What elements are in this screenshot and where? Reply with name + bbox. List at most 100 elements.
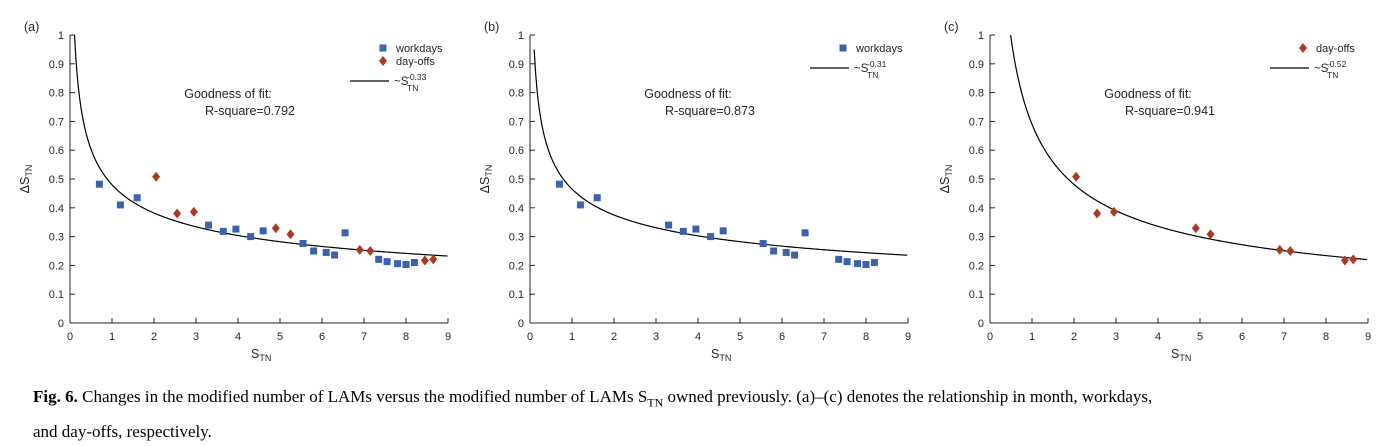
y-tick-label: 0.7 — [49, 116, 64, 128]
legend-fit-label: ~S — [1314, 63, 1329, 75]
chart-b-svg: (b) 0 1 2 3 4 5 6 7 8 9 0 0.1 0.2 0.3 0.4 0.5 0.6 0.7 0.8 0.… — [478, 20, 911, 363]
x-tick-label: 2 — [1071, 331, 1077, 343]
legend-marker-workdays — [379, 44, 387, 52]
data-point-workdays — [331, 251, 339, 259]
r-square-text: R-square=0.792 — [205, 104, 295, 118]
x-tick-label: 0 — [527, 331, 533, 343]
caption-subscript: TN — [647, 395, 664, 410]
y-tick-label: 0.7 — [509, 116, 524, 128]
data-point-day-offs — [152, 171, 161, 182]
data-point-workdays — [299, 240, 307, 248]
y-tick-label: 0.9 — [509, 59, 524, 71]
panel-label: (b) — [484, 20, 499, 34]
x-tick-label: 9 — [1365, 331, 1371, 343]
x-tick-label: 4 — [695, 331, 701, 343]
legend-fit-exponent: -0.52 — [1327, 59, 1347, 69]
data-point-workdays — [322, 248, 330, 256]
data-point-workdays — [770, 247, 778, 255]
legend-fit-subscript: TN — [867, 70, 878, 80]
legend-label-day-offs: day-offs — [396, 56, 435, 68]
y-tick-label: 0.3 — [49, 232, 64, 244]
y-tick-label: 0.1 — [509, 289, 524, 301]
x-axis-label: STN — [1171, 347, 1191, 363]
x-tick-label: 1 — [109, 331, 115, 343]
data-point-workdays — [383, 258, 391, 266]
chart-panel-c: (c) 0 1 2 3 4 5 6 7 8 9 0 0.1 0.2 0.3 0.4 0.5 0.6 0.7 0.8 0.… — [920, 0, 1380, 372]
data-point-workdays — [402, 261, 410, 269]
y-tick-label: 0.8 — [969, 88, 984, 100]
chart-a-svg: (a) 0 1 2 3 4 5 6 7 8 9 0 0.1 0.2 0.3 0.4 0.5 0.6 0.7 0.8 0.… — [18, 20, 451, 363]
y-tick-label: 0.4 — [969, 203, 984, 215]
x-tick-label: 6 — [319, 331, 325, 343]
caption-line1-after-sub: owned previously. (a)–(c) denotes the re… — [663, 387, 1153, 406]
x-tick-label: 2 — [611, 331, 617, 343]
data-point-day-offs — [1191, 223, 1200, 234]
y-tick-label: 0.4 — [49, 203, 64, 215]
data-point-workdays — [843, 258, 851, 266]
data-point-day-offs — [1072, 171, 1081, 182]
fit-curve — [533, 49, 908, 256]
data-point-day-offs — [189, 206, 198, 217]
y-tick-label: 0.3 — [509, 232, 524, 244]
y-tick-label: 0.5 — [49, 174, 64, 186]
y-tick-label: 0.1 — [969, 289, 984, 301]
y-tick-label: 0.6 — [969, 145, 984, 157]
legend-fit-exponent: -0.33 — [407, 72, 427, 82]
data-point-workdays — [719, 227, 727, 235]
legend-fit-exponent: -0.31 — [867, 59, 887, 69]
y-tick-label: 0 — [518, 318, 524, 330]
caption-fig-label: Fig. 6. — [33, 387, 78, 406]
x-tick-label: 8 — [1323, 331, 1329, 343]
data-point-workdays — [665, 221, 673, 229]
data-point-workdays — [410, 259, 418, 267]
data-point-workdays — [835, 255, 843, 263]
y-tick-label: 0 — [58, 318, 64, 330]
y-tick-label: 0.1 — [49, 289, 64, 301]
data-point-workdays — [259, 227, 267, 235]
data-point-day-offs — [1275, 244, 1284, 255]
r-square-text: R-square=0.873 — [665, 104, 755, 118]
y-tick-label: 0.8 — [509, 88, 524, 100]
x-tick-label: 6 — [779, 331, 785, 343]
data-point-workdays — [219, 227, 227, 235]
y-axis-label: ΔSTN — [18, 165, 34, 194]
y-tick-label: 0.9 — [969, 59, 984, 71]
data-point-day-offs — [1286, 246, 1295, 256]
data-point-day-offs — [1206, 229, 1215, 240]
data-point-workdays — [801, 229, 809, 237]
data-point-day-offs — [429, 254, 438, 265]
legend-label-workdays: workdays — [855, 43, 903, 55]
y-axis-label: ΔSTN — [938, 165, 954, 194]
y-tick-label: 0.9 — [49, 59, 64, 71]
legend-label-workdays: workdays — [395, 43, 443, 55]
data-point-day-offs — [366, 246, 375, 256]
data-point-workdays — [247, 233, 255, 241]
data-point-workdays — [555, 180, 563, 188]
data-point-workdays — [576, 201, 584, 209]
fit-curve — [73, 34, 448, 257]
x-tick-label: 3 — [1113, 331, 1119, 343]
data-point-workdays — [679, 227, 687, 235]
data-point-workdays — [95, 180, 103, 188]
legend-marker-day-offs — [1299, 43, 1307, 53]
y-tick-label: 1 — [978, 30, 984, 42]
y-axis-label: ΔSTN — [478, 165, 494, 194]
legend-marker-workdays — [839, 44, 847, 52]
legend-fit-label: ~S — [854, 63, 869, 75]
x-tick-label: 7 — [361, 331, 367, 343]
data-point-day-offs — [355, 244, 364, 255]
chart-panel-a: (a) 0 1 2 3 4 5 6 7 8 9 0 0.1 0.2 0.3 0.4 0.5 0.6 0.7 0.8 0.… — [0, 0, 460, 372]
x-tick-label: 7 — [821, 331, 827, 343]
y-tick-label: 1 — [58, 30, 64, 42]
y-tick-label: 0.2 — [49, 260, 64, 272]
r-square-text: R-square=0.941 — [1125, 104, 1215, 118]
caption-line2: and day-offs, respectively. — [33, 422, 212, 442]
data-point-workdays — [116, 201, 124, 209]
x-tick-label: 8 — [403, 331, 409, 343]
x-tick-label: 7 — [1281, 331, 1287, 343]
y-tick-label: 0.6 — [509, 145, 524, 157]
data-point-workdays — [782, 248, 790, 256]
y-tick-label: 0.4 — [509, 203, 524, 215]
x-tick-label: 2 — [151, 331, 157, 343]
data-point-workdays — [870, 259, 878, 267]
